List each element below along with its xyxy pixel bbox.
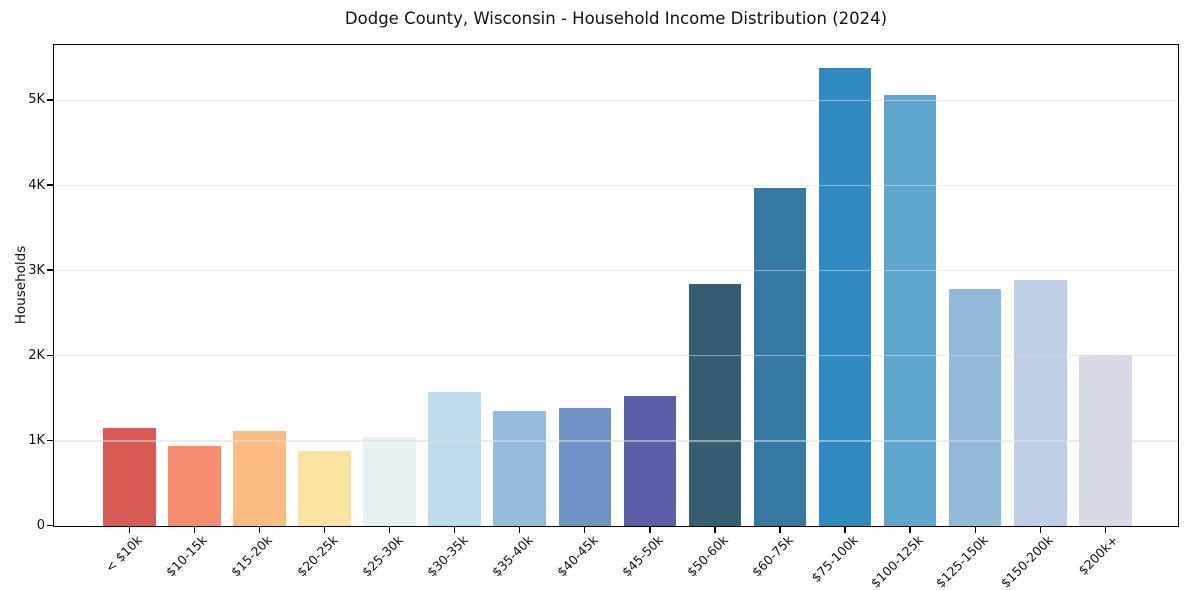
y-tick-0	[47, 524, 53, 527]
bar-$75-100k	[818, 68, 872, 526]
x-tick-$60-75k	[779, 527, 781, 533]
x-tick-label-$200k+: $200k+	[1075, 532, 1122, 578]
y-tick-label-2K: 2K	[28, 347, 45, 363]
x-tick-label-$60-75k: $60-75k	[748, 532, 796, 580]
gridline-2000	[54, 355, 1178, 357]
x-tick-$40-45k	[584, 527, 586, 533]
x-tick-label-$20-25k: $20-25k	[293, 532, 341, 580]
x-tick-$10-15k	[193, 527, 196, 533]
x-tick-$75-100k	[844, 527, 846, 533]
x-tick-$100-125k	[909, 527, 911, 533]
y-tick-label-5K: 5K	[28, 92, 45, 108]
x-tick-label-< $10k: < $10k	[102, 532, 146, 576]
x-tick-$150-200k	[1039, 527, 1041, 533]
bar-$125-150k	[948, 288, 1002, 526]
bar-$35-40k	[493, 411, 546, 526]
x-tick-label-$100-125k: $100-125k	[867, 532, 927, 590]
x-tick-$125-150k	[974, 527, 976, 533]
y-tick-4K	[47, 184, 53, 186]
x-tick-label-$40-45k: $40-45k	[553, 532, 601, 580]
y-tick-label-3K: 3K	[28, 262, 45, 278]
bar-$30-35k	[428, 391, 481, 526]
bar-$20-25k	[298, 450, 351, 526]
x-tick-$30-35k	[453, 527, 456, 533]
y-tick-3K	[47, 269, 53, 271]
x-tick-label-$75-100k: $75-100k	[808, 532, 861, 585]
x-tick-label-$15-20k: $15-20k	[228, 532, 276, 580]
x-tick-< $10k	[128, 527, 130, 533]
x-tick-label-$35-40k: $35-40k	[488, 532, 536, 580]
gridline-3000	[54, 270, 1178, 272]
bar-$25-30k	[363, 437, 416, 526]
bar-$10-15k	[168, 446, 221, 526]
gridline-1000	[54, 440, 1178, 442]
x-tick-label-$30-35k: $30-35k	[423, 532, 471, 580]
y-axis-label: Households	[13, 245, 29, 325]
bar-$100-125k	[883, 94, 937, 526]
x-tick-$15-20k	[258, 527, 261, 533]
bar-$150-200k	[1014, 280, 1067, 526]
y-tick-1K	[47, 439, 53, 442]
x-tick-label-$45-50k: $45-50k	[618, 532, 666, 580]
y-tick-5K	[47, 99, 53, 101]
y-tick-label-4K: 4K	[28, 177, 45, 193]
x-tick-$25-30k	[388, 527, 391, 533]
x-tick-label-$50-60k: $50-60k	[683, 532, 731, 580]
y-tick-label-1K: 1K	[28, 432, 45, 448]
gridline-5000	[54, 99, 1178, 102]
x-tick-label-$10-15k: $10-15k	[163, 532, 211, 580]
bar-$40-45k	[558, 408, 612, 526]
y-tick-2K	[47, 354, 53, 356]
bar-$50-60k	[688, 283, 742, 526]
bar-$45-50k	[623, 396, 677, 526]
x-tick-$50-60k	[714, 527, 716, 533]
bar-$15-20k	[233, 431, 286, 526]
x-tick-label-$125-150k: $125-150k	[932, 532, 992, 590]
gridline-4000	[54, 185, 1178, 187]
x-tick-$200k+	[1104, 527, 1107, 533]
x-tick-label-$25-30k: $25-30k	[358, 532, 406, 580]
x-tick-label-$150-200k: $150-200k	[997, 532, 1057, 590]
x-tick-$35-40k	[519, 527, 521, 533]
y-tick-label-0: 0	[36, 518, 45, 533]
plot-area	[53, 44, 1179, 527]
chart-title: Dodge County, Wisconsin - Household Inco…	[344, 9, 888, 28]
bar-$60-75k	[753, 188, 807, 526]
x-tick-$20-25k	[323, 527, 326, 533]
x-tick-$45-50k	[649, 527, 651, 533]
bar-< $10k	[103, 428, 156, 526]
